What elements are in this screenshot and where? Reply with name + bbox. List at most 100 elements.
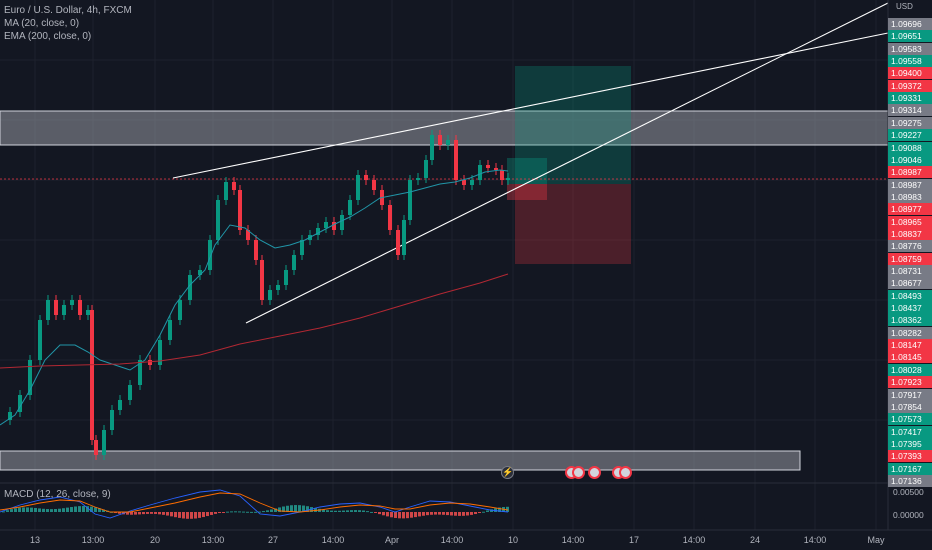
ma-20-line xyxy=(0,169,509,426)
macd-histogram-bar xyxy=(238,511,241,513)
macd-histogram-bar xyxy=(382,512,385,516)
macd-histogram-bar xyxy=(450,512,453,516)
macd-histogram-bar xyxy=(410,512,413,518)
macd-histogram-bar xyxy=(230,511,233,513)
price-label: 1.08437 xyxy=(888,302,932,315)
trendline-upper[interactable] xyxy=(172,32,889,179)
candle-body xyxy=(348,200,352,215)
price-label: 1.08776 xyxy=(888,240,932,253)
macd-histogram-bar xyxy=(338,510,341,512)
price-label: 1.08028 xyxy=(888,363,932,376)
small-loss-zone[interactable] xyxy=(507,184,547,200)
macd-histogram-bar xyxy=(10,509,13,512)
macd-histogram-bar xyxy=(142,512,145,515)
economic-event-icon[interactable] xyxy=(619,466,632,479)
macd-histogram-bar xyxy=(462,512,465,516)
macd-histogram-bar xyxy=(186,512,189,519)
macd-histogram-bar xyxy=(434,512,437,515)
economic-event-icon[interactable] xyxy=(588,466,601,479)
price-label: 1.07167 xyxy=(888,462,932,475)
candle-body xyxy=(500,170,504,180)
ma-legend[interactable]: MA (20, close, 0) xyxy=(4,18,80,29)
time-label: 24 xyxy=(749,535,761,545)
macd-histogram-bar xyxy=(46,509,49,512)
macd-histogram-bar xyxy=(426,512,429,516)
macd-histogram-bar xyxy=(458,512,461,516)
position-profit-zone[interactable] xyxy=(515,66,631,184)
symbol-legend[interactable]: Euro / U.S. Dollar, 4h, FXCM xyxy=(4,5,132,16)
macd-histogram-bar xyxy=(286,505,289,512)
price-label: 1.07854 xyxy=(888,400,932,413)
candle-body xyxy=(332,222,336,230)
macd-histogram-bar xyxy=(274,508,277,512)
macd-signal-line xyxy=(0,492,509,513)
price-label: 1.08837 xyxy=(888,227,932,240)
candle-body xyxy=(246,230,250,240)
macd-histogram-bar xyxy=(30,507,33,512)
macd-histogram-bar xyxy=(262,511,265,513)
candle-body xyxy=(462,180,466,185)
candle-body xyxy=(470,180,474,185)
price-label: 1.07395 xyxy=(888,437,932,450)
macd-histogram-bar xyxy=(58,508,61,512)
candle-body xyxy=(28,360,32,395)
macd-histogram-bar xyxy=(54,509,57,512)
candle-body xyxy=(416,178,420,180)
macd-histogram-bar xyxy=(490,509,493,512)
candle-body xyxy=(276,285,280,290)
trendline-lower[interactable] xyxy=(245,2,889,324)
lightning-event-icon[interactable]: ⚡ xyxy=(501,466,514,479)
macd-histogram-bar xyxy=(342,510,345,512)
small-profit-zone[interactable] xyxy=(507,158,547,184)
candle-body xyxy=(486,165,490,168)
candle-body xyxy=(128,385,132,400)
macd-histogram-bar xyxy=(326,510,329,512)
candle-body xyxy=(300,240,304,255)
macd-histogram-bar xyxy=(150,512,153,514)
candle-body xyxy=(208,240,212,270)
macd-histogram-bar xyxy=(346,510,349,512)
currency-label: USD xyxy=(896,2,913,11)
macd-histogram-bar xyxy=(486,510,489,512)
price-label: 1.07393 xyxy=(888,450,932,463)
price-label: 1.09275 xyxy=(888,116,932,129)
macd-line xyxy=(0,489,509,519)
position-loss-zone[interactable] xyxy=(515,184,631,264)
macd-histogram xyxy=(2,505,509,519)
support-zone[interactable] xyxy=(0,450,801,471)
macd-histogram-bar xyxy=(50,509,53,512)
ema-legend[interactable]: EMA (200, close, 0) xyxy=(4,31,92,42)
macd-histogram-bar xyxy=(42,508,45,512)
macd-histogram-bar xyxy=(406,512,409,519)
macd-histogram-bar xyxy=(402,512,405,519)
time-label: 13 xyxy=(29,535,41,545)
macd-histogram-bar xyxy=(390,512,393,518)
macd-histogram-bar xyxy=(194,512,197,519)
macd-histogram-bar xyxy=(258,511,261,513)
time-label: 17 xyxy=(628,535,640,545)
macd-histogram-bar xyxy=(294,505,297,512)
macd-histogram-bar xyxy=(430,512,433,515)
macd-histogram-bar xyxy=(166,512,169,516)
time-label: 14:00 xyxy=(561,535,585,545)
price-label: 1.09088 xyxy=(888,141,932,154)
macd-histogram-bar xyxy=(206,512,209,517)
macd-histogram-bar xyxy=(330,510,333,512)
candle-body xyxy=(110,410,114,430)
price-label: 1.08493 xyxy=(888,289,932,302)
macd-histogram-bar xyxy=(90,506,93,512)
macd-legend[interactable]: MACD (12, 26, close, 9) xyxy=(4,489,111,500)
macd-histogram-bar xyxy=(70,507,73,512)
macd-histogram-bar xyxy=(498,507,501,512)
macd-histogram-bar xyxy=(246,511,249,513)
economic-event-icon[interactable] xyxy=(572,466,585,479)
candle-body xyxy=(446,140,450,145)
macd-histogram-bar xyxy=(418,512,421,517)
resistance-zone[interactable] xyxy=(0,110,889,146)
macd-histogram-bar xyxy=(118,512,121,514)
macd-histogram-bar xyxy=(182,512,185,519)
macd-histogram-bar xyxy=(254,511,257,513)
candle-body xyxy=(90,310,94,440)
macd-histogram-bar xyxy=(398,512,401,519)
